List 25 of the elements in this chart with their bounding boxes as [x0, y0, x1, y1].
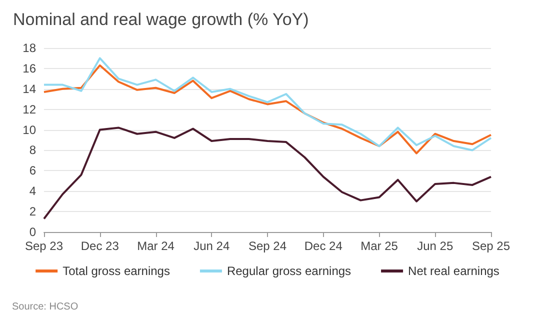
- legend-label: Net real earnings: [408, 264, 500, 278]
- y-tick-label: 12: [22, 102, 36, 116]
- x-tick-label: Sep 25: [472, 239, 510, 253]
- x-tick-label: Sep 23: [24, 239, 64, 253]
- y-tick-label: 10: [22, 122, 36, 137]
- x-tick-label: Mar 25: [360, 239, 398, 253]
- x-tick-label: Dec 23: [80, 239, 120, 253]
- x-tick-label: Jun 25: [417, 239, 454, 253]
- line-series: [43, 126, 492, 220]
- y-tick-label: 2: [29, 204, 36, 219]
- y-tick-label: 6: [29, 164, 36, 178]
- y-tick-label: 0: [29, 225, 36, 239]
- source-note: Source: HCSO: [12, 302, 78, 312]
- y-tick-label: 16: [22, 61, 36, 76]
- y-tick-label: 18: [22, 41, 36, 55]
- y-tick-label: 4: [29, 184, 36, 198]
- chart-title: Nominal and real wage growth (% YoY): [13, 10, 309, 29]
- y-tick-label: 8: [29, 143, 36, 158]
- x-tick-label: Dec 24: [304, 239, 343, 253]
- x-tick-label: Mar 24: [137, 239, 175, 253]
- legend-label: Total gross earnings: [62, 264, 170, 278]
- x-tick-label: Sep 24: [248, 239, 287, 253]
- legend-label: Regular gross earnings: [226, 264, 352, 278]
- y-tick-label: 14: [22, 82, 36, 96]
- x-tick-label: Jun 24: [194, 239, 230, 253]
